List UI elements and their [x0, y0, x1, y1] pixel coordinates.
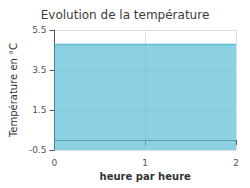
svg-text:2: 2	[233, 158, 239, 168]
svg-text:1.5: 1.5	[32, 105, 46, 115]
svg-text:-0.5: -0.5	[29, 145, 47, 155]
svg-text:1: 1	[142, 158, 148, 168]
svg-text:Evolution de la température: Evolution de la température	[41, 8, 210, 22]
svg-text:3.5: 3.5	[32, 65, 46, 75]
svg-text:0: 0	[52, 158, 58, 168]
svg-text:5.5: 5.5	[32, 25, 46, 35]
svg-text:Température en °C: Température en °C	[8, 43, 19, 138]
svg-text:heure par heure: heure par heure	[100, 171, 191, 182]
